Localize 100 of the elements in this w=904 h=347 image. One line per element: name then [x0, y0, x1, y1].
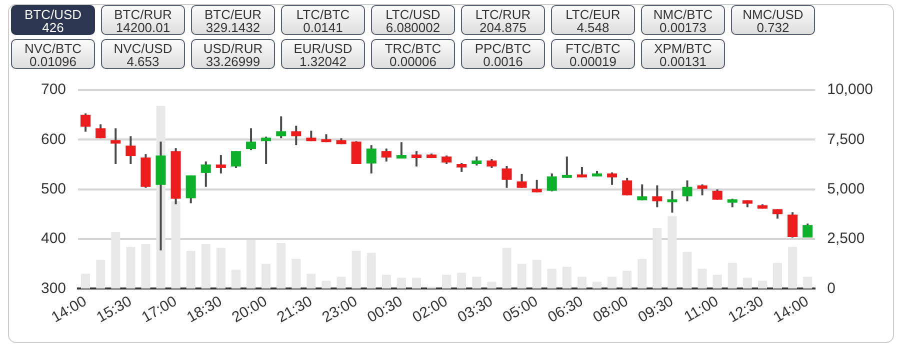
x-tick-label: 12:30 — [726, 292, 767, 326]
x-tick-label: 06:30 — [545, 292, 586, 326]
bar — [532, 260, 542, 289]
candlestick — [366, 144, 376, 174]
candlestick — [351, 140, 362, 165]
candlestick — [607, 171, 618, 186]
bar — [502, 248, 512, 289]
bar — [382, 274, 391, 289]
text: BTC/USD 426 — [11, 5, 95, 35]
bar — [577, 276, 586, 289]
candlestick — [622, 176, 632, 196]
x-tick-label: 14:00 — [770, 292, 812, 326]
candlestick — [802, 222, 813, 238]
x-tick-label: 18:30 — [184, 292, 226, 326]
text: NVC/BTC 0.01096 — [11, 39, 95, 69]
candlestick — [712, 188, 722, 201]
bar — [81, 274, 90, 289]
bar — [668, 216, 677, 289]
text: LTC/BTC 0.0141 — [281, 5, 365, 35]
x-tick-label: 00:30 — [364, 292, 406, 326]
candlestick — [186, 174, 196, 204]
bar — [562, 266, 572, 289]
bar — [758, 280, 767, 289]
candlestick — [546, 172, 557, 192]
text: XPM/BTC 0.00131 — [641, 39, 725, 69]
bar — [487, 282, 496, 289]
x-tick-label: 17:00 — [138, 292, 180, 326]
x-tick-label: 09:30 — [635, 292, 676, 326]
x-tick-label: 11:00 — [681, 292, 722, 326]
candlestick — [246, 127, 256, 152]
text: NMC/BTC 0.00173 — [641, 5, 725, 35]
bar — [638, 258, 647, 289]
bar — [231, 270, 240, 289]
bar — [728, 262, 737, 289]
candlestick — [502, 164, 512, 189]
bar — [592, 282, 602, 289]
bar — [262, 264, 271, 289]
bar — [396, 278, 406, 289]
bar — [698, 268, 707, 289]
candlestick — [261, 136, 272, 165]
candlestick — [396, 141, 406, 160]
bar — [472, 276, 482, 289]
bar — [171, 201, 180, 289]
candlestick — [682, 179, 692, 202]
candlestick — [291, 124, 302, 146]
candlestick — [516, 172, 527, 189]
x-tick-label: 02:00 — [410, 292, 451, 326]
candlestick — [576, 166, 587, 178]
y2-tick-label: 0 — [827, 280, 836, 297]
bar — [608, 276, 617, 289]
text: LTC/RUR 204.875 — [461, 5, 545, 35]
bar — [712, 274, 722, 289]
y2-tick-label: 7,500 — [827, 130, 865, 148]
bar — [442, 274, 452, 289]
candlestick — [697, 183, 708, 196]
text: NMC/USD 0.732 — [731, 5, 815, 35]
bar — [788, 246, 798, 289]
text: EUR/USD 1.32042 — [281, 39, 365, 69]
bar — [216, 248, 226, 289]
candlestick — [772, 208, 783, 220]
y2-tick-label: 10,000 — [827, 81, 874, 98]
candlestick — [126, 135, 136, 165]
candlestick — [80, 112, 91, 133]
candlestick — [532, 178, 542, 194]
bar — [352, 250, 361, 289]
bar — [412, 278, 421, 289]
candlestick — [110, 127, 121, 165]
bar — [186, 250, 196, 289]
bar — [366, 252, 376, 289]
y-tick-label: 500 — [40, 180, 66, 198]
bar — [96, 260, 106, 289]
bar — [306, 274, 316, 289]
x-tick-label: 05:00 — [500, 292, 541, 326]
bar — [773, 262, 782, 289]
x-tick-label: 15:30 — [94, 292, 135, 326]
text: LTC/USD 6.080002 — [371, 5, 455, 35]
x-tick-label: 08:00 — [590, 292, 632, 326]
text: BTC/EUR 329.1432 — [191, 5, 275, 35]
bar — [457, 272, 466, 289]
bar — [126, 246, 136, 289]
bar — [652, 228, 662, 289]
text: FTC/BTC 0.00019 — [551, 39, 635, 69]
candlestick — [562, 156, 572, 179]
candlestick — [96, 123, 106, 140]
candlestick — [381, 148, 392, 163]
y-tick-label: 400 — [40, 230, 66, 248]
x-tick-label: 03:30 — [454, 292, 496, 326]
text: NVC/USD 4.653 — [101, 39, 185, 69]
bar — [622, 270, 632, 289]
bar — [742, 278, 752, 289]
candlestick — [788, 211, 798, 238]
bar — [517, 264, 526, 289]
bar — [292, 258, 301, 289]
bar — [336, 276, 346, 289]
bar — [246, 240, 256, 289]
candlestick — [411, 150, 422, 168]
bar — [276, 242, 286, 289]
candlestick — [216, 154, 226, 174]
bar — [682, 252, 692, 289]
text: BTC/RUR 14200.01 — [101, 5, 185, 35]
